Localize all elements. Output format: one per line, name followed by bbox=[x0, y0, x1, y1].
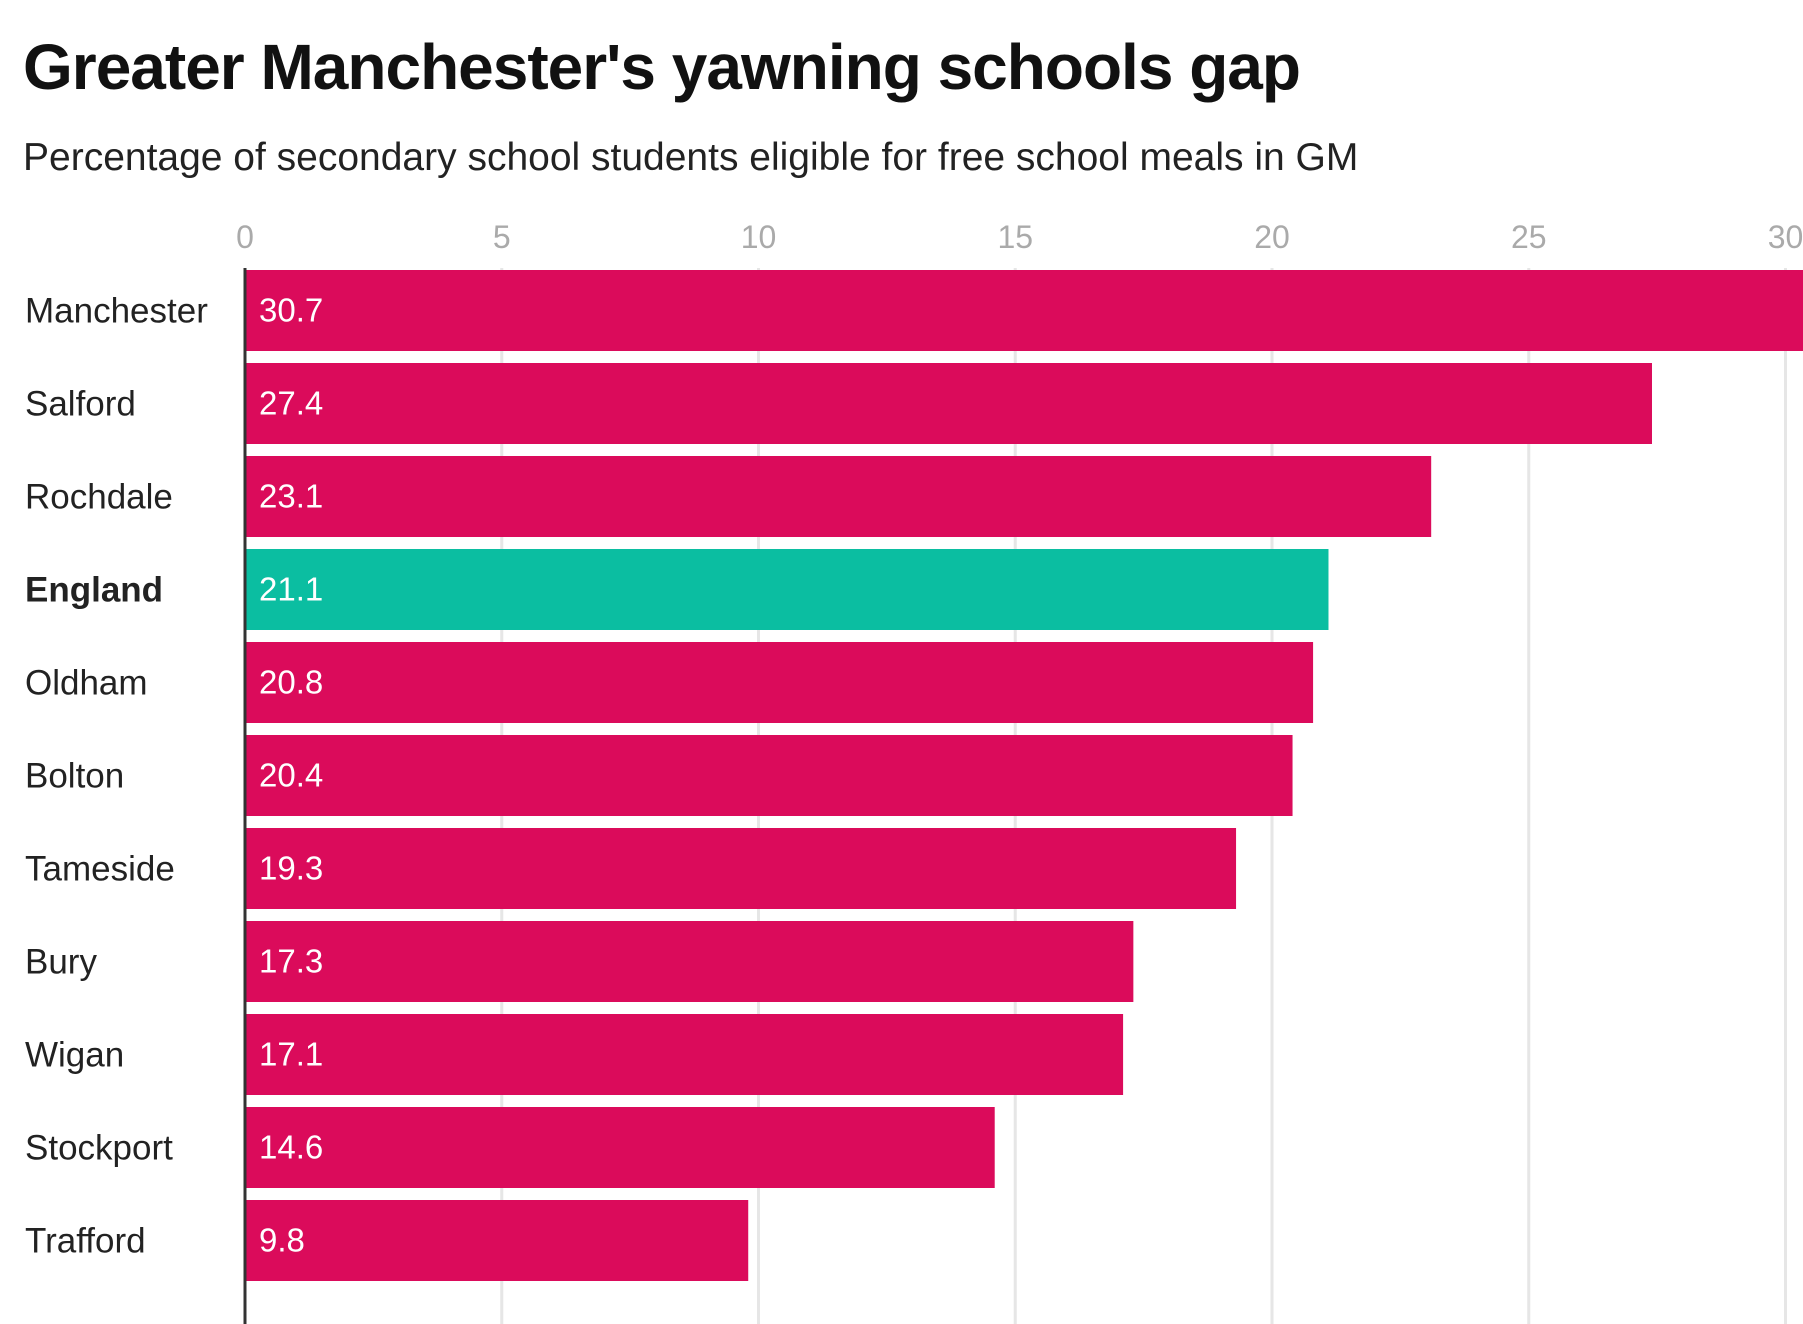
value-label: 30.7 bbox=[259, 292, 323, 329]
x-tick-label: 10 bbox=[741, 219, 777, 255]
value-label: 21.1 bbox=[259, 571, 323, 608]
x-tick-label: 0 bbox=[236, 219, 254, 255]
category-label: Bolton bbox=[25, 757, 124, 796]
bars bbox=[245, 270, 1803, 1281]
category-label: Trafford bbox=[25, 1222, 146, 1261]
category-label: Salford bbox=[25, 385, 136, 424]
bar-england bbox=[245, 549, 1329, 630]
category-label: Manchester bbox=[25, 292, 208, 331]
category-label: Tameside bbox=[25, 850, 175, 889]
value-label: 17.1 bbox=[259, 1036, 323, 1073]
category-label: Oldham bbox=[25, 664, 148, 703]
value-label: 19.3 bbox=[259, 850, 323, 887]
category-label: Wigan bbox=[25, 1036, 124, 1075]
value-labels: 30.7 27.4 23.1 21.1 20.8 20.4 19.3 17.3 17.1 14.6… bbox=[259, 292, 323, 1259]
category-label: Bury bbox=[25, 943, 97, 982]
x-tick-label: 5 bbox=[493, 219, 511, 255]
value-label: 17.3 bbox=[259, 943, 323, 980]
bar-bolton bbox=[245, 735, 1293, 816]
bar-stockport bbox=[245, 1107, 995, 1188]
x-tick-label: 15 bbox=[997, 219, 1033, 255]
x-tick-label: 25 bbox=[1511, 219, 1547, 255]
value-label: 27.4 bbox=[259, 385, 323, 422]
category-labels: Manchester Salford Rochdale England Oldham Bo… bbox=[25, 292, 208, 1261]
value-label: 23.1 bbox=[259, 478, 323, 515]
category-label: Rochdale bbox=[25, 478, 173, 517]
bar-salford bbox=[245, 363, 1652, 444]
value-label: 9.8 bbox=[259, 1222, 305, 1259]
chart-title: Greater Manchester's yawning schools gap bbox=[23, 31, 1301, 103]
value-label: 20.8 bbox=[259, 664, 323, 701]
x-tick-label: 30 bbox=[1768, 219, 1803, 255]
x-tick-label: 20 bbox=[1254, 219, 1290, 255]
bar-oldham bbox=[245, 642, 1314, 723]
bar-wigan bbox=[245, 1014, 1124, 1095]
chart-subtitle: Percentage of secondary school students … bbox=[23, 136, 1359, 179]
x-axis-ticks: 0 5 10 15 20 25 30 bbox=[236, 219, 1803, 255]
bar-manchester bbox=[245, 270, 1803, 351]
bar-trafford bbox=[245, 1200, 749, 1281]
value-label: 20.4 bbox=[259, 757, 323, 794]
category-label: England bbox=[25, 571, 163, 610]
bar-bury bbox=[245, 921, 1134, 1002]
bar-rochdale bbox=[245, 456, 1432, 537]
category-label: Stockport bbox=[25, 1129, 173, 1168]
bar-tameside bbox=[245, 828, 1237, 909]
value-label: 14.6 bbox=[259, 1129, 323, 1166]
